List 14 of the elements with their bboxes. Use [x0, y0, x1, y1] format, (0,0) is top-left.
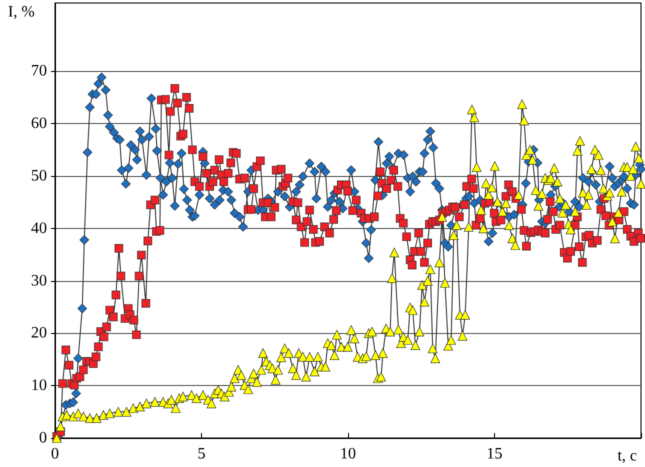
y-tick-label: 50	[31, 167, 47, 184]
x-tick-label: 15	[486, 446, 502, 462]
x-tick-label: 10	[340, 446, 356, 462]
y-tick-label: 10	[31, 377, 47, 394]
y-tick-label: 40	[31, 220, 47, 237]
x-tick-label: 5	[198, 446, 206, 462]
y-tick-label: 60	[31, 115, 47, 132]
y-tick-label: 0	[39, 430, 47, 446]
y-tick-label: 30	[31, 272, 47, 290]
y-axis-title: I, %	[8, 4, 35, 20]
y-tick-label: 20	[31, 324, 47, 342]
x-tick-label: 0	[51, 446, 59, 462]
y-tick-label: 70	[31, 62, 47, 80]
x-axis-title: t, c	[617, 448, 637, 464]
